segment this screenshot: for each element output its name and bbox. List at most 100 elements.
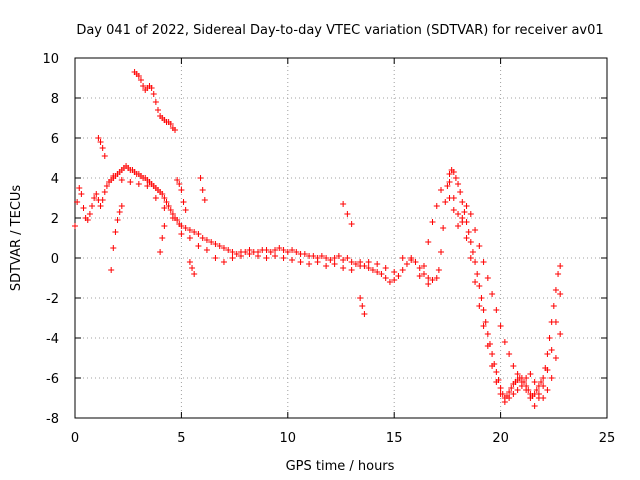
data-point — [331, 255, 338, 261]
data-point — [482, 319, 489, 325]
data-point — [97, 139, 104, 145]
data-point — [80, 205, 87, 211]
data-point — [463, 203, 470, 209]
data-point — [103, 183, 110, 189]
data-point — [246, 251, 253, 257]
data-point — [118, 203, 125, 209]
data-point — [391, 269, 398, 275]
data-point — [220, 259, 227, 265]
data-point — [348, 221, 355, 227]
data-point — [152, 195, 159, 201]
data-point — [172, 127, 179, 133]
data-point — [463, 235, 470, 241]
data-point — [182, 207, 189, 213]
series-segment-17h — [420, 187, 445, 269]
data-point — [212, 255, 219, 261]
data-point — [99, 145, 106, 151]
data-point — [154, 107, 161, 113]
data-point — [101, 153, 108, 159]
data-point — [497, 391, 504, 397]
data-point — [476, 283, 483, 289]
data-point — [157, 249, 164, 255]
data-point — [391, 277, 398, 283]
data-point — [425, 275, 432, 281]
data-point — [489, 291, 496, 297]
data-point — [467, 239, 474, 245]
data-point — [159, 235, 166, 241]
data-point — [472, 279, 479, 285]
data-point — [272, 253, 279, 259]
data-point — [208, 239, 215, 245]
data-point — [472, 259, 479, 265]
data-point — [110, 245, 117, 251]
data-point — [531, 403, 538, 409]
data-point — [480, 307, 487, 313]
data-point — [97, 203, 104, 209]
data-point — [331, 261, 338, 267]
data-point — [112, 229, 119, 235]
data-point — [510, 363, 517, 369]
data-point — [203, 247, 210, 253]
data-point — [548, 375, 555, 381]
data-point — [518, 379, 525, 385]
data-point — [229, 255, 236, 261]
chart-title: Day 041 of 2022, Sidereal Day-to-day VTE… — [76, 23, 603, 38]
data-point — [340, 201, 347, 207]
data-point — [555, 271, 562, 277]
data-point — [186, 259, 193, 265]
data-point — [161, 205, 168, 211]
data-point — [176, 181, 183, 187]
data-point — [552, 319, 559, 325]
data-point — [435, 267, 442, 273]
data-point — [189, 265, 196, 271]
data-point — [365, 265, 372, 271]
data-point — [412, 259, 419, 265]
x-tick-labels: 0 5 10 15 20 25 — [71, 431, 615, 446]
data-point — [527, 395, 534, 401]
data-point — [74, 199, 81, 205]
data-point — [280, 247, 287, 253]
data-point — [425, 239, 432, 245]
data-point — [514, 387, 521, 393]
data-point — [306, 261, 313, 267]
data-point — [114, 217, 121, 223]
data-point — [374, 269, 381, 275]
data-point — [159, 191, 166, 197]
data-point — [557, 331, 564, 337]
data-point — [101, 189, 108, 195]
data-point — [289, 247, 296, 253]
data-point — [161, 195, 168, 201]
data-point — [310, 253, 317, 259]
data-point — [361, 311, 368, 317]
data-point — [399, 255, 406, 261]
data-point — [167, 207, 174, 213]
data-point — [220, 245, 227, 251]
data-point — [395, 273, 402, 279]
y-tick-labels: -8 -6 -4 -2 0 2 4 6 8 10 — [42, 52, 59, 427]
data-point — [557, 263, 564, 269]
axis-ticks — [74, 57, 608, 419]
series-main-track — [72, 163, 564, 401]
series-segment-4h — [157, 223, 168, 255]
data-point — [489, 363, 496, 369]
data-point — [178, 231, 185, 237]
data-point — [420, 263, 427, 269]
data-point — [382, 275, 389, 281]
data-point — [340, 265, 347, 271]
y-tick-label: -8 — [46, 412, 59, 427]
data-point — [497, 385, 504, 391]
data-point — [450, 169, 457, 175]
data-point — [161, 223, 168, 229]
data-point — [195, 243, 202, 249]
data-point — [514, 371, 521, 377]
y-tick-label: 4 — [51, 172, 59, 187]
data-point — [433, 203, 440, 209]
data-point — [203, 237, 210, 243]
data-point — [144, 183, 151, 189]
data-point — [386, 279, 393, 285]
data-point — [280, 255, 287, 261]
data-point — [544, 351, 551, 357]
data-point — [374, 261, 381, 267]
